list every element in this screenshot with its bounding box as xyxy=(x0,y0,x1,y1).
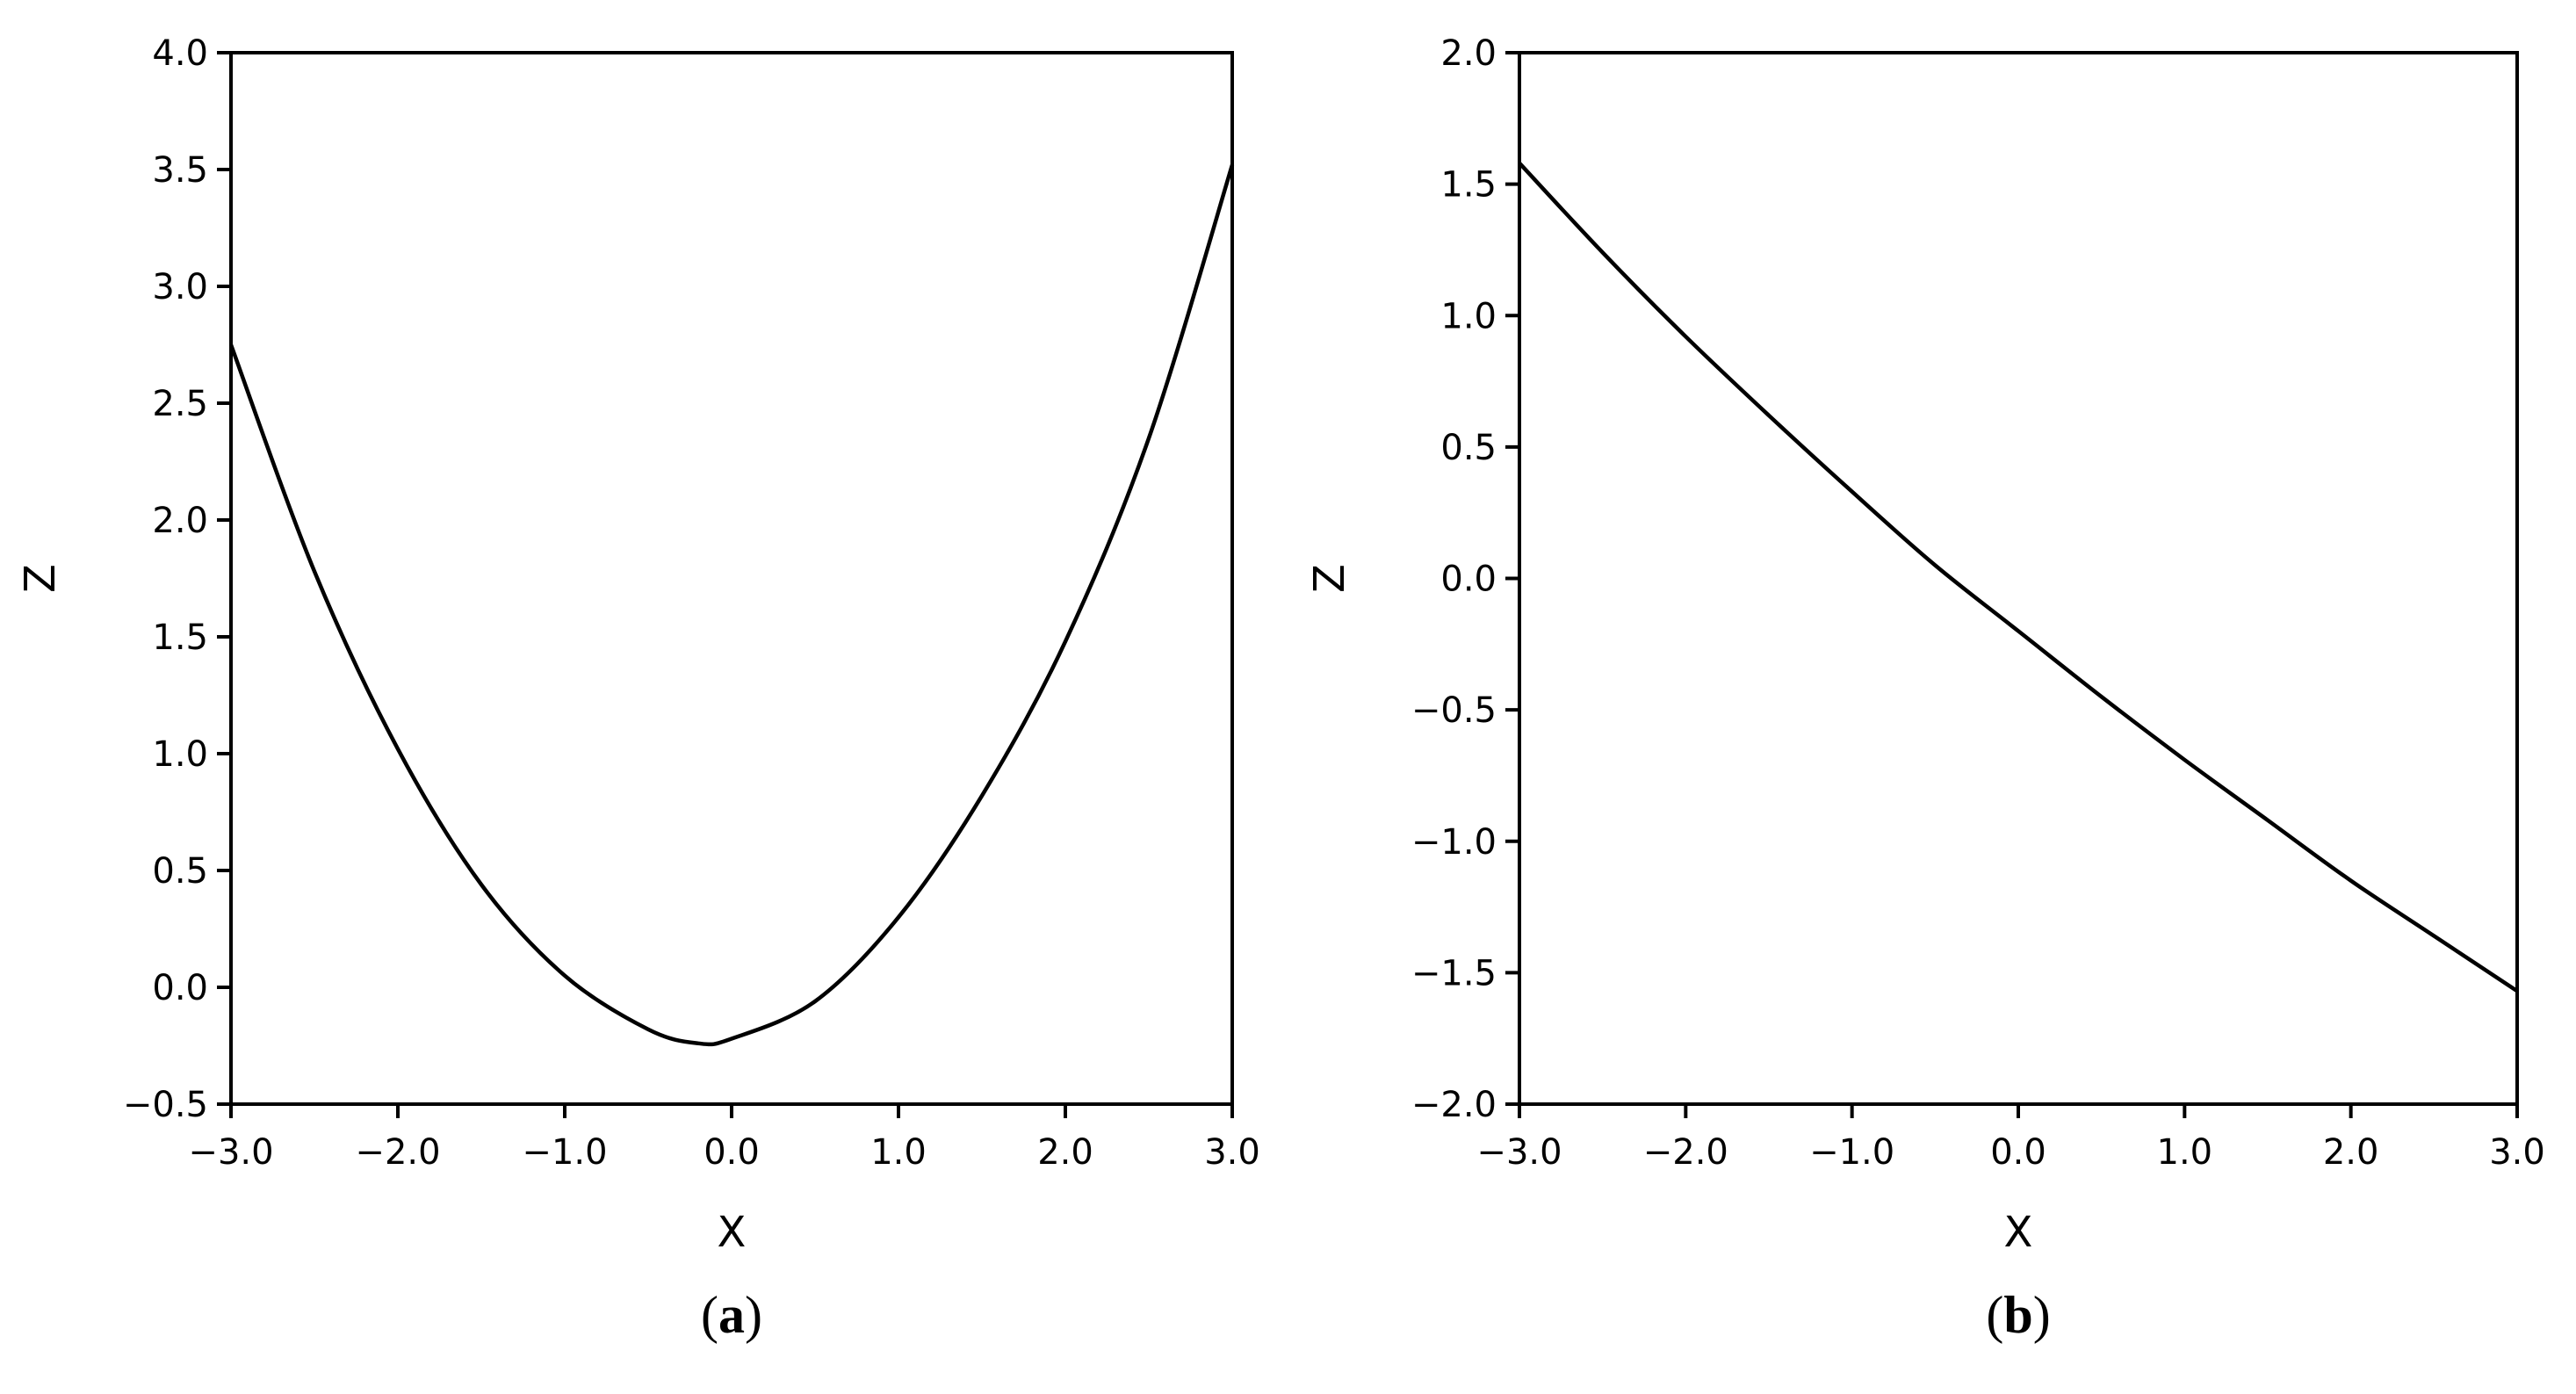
panel-label: (a) xyxy=(701,1286,762,1344)
y-tick-label: 0.5 xyxy=(1440,428,1497,468)
x-tick-label: −3.0 xyxy=(188,1132,273,1173)
y-tick-label: 1.0 xyxy=(152,734,208,775)
x-tick-label: 1.0 xyxy=(2157,1132,2213,1173)
plot-frame xyxy=(1518,51,2519,1106)
y-axis-title: Z xyxy=(16,564,65,593)
x-tick-label: −1.0 xyxy=(1809,1132,1894,1173)
y-tick-label: 0.0 xyxy=(1440,560,1497,600)
y-tick-label: 2.5 xyxy=(152,384,208,424)
y-tick-label: 3.0 xyxy=(152,267,208,307)
x-tick-label: 0.0 xyxy=(1990,1132,2046,1173)
y-tick-label: 2.0 xyxy=(1440,33,1497,74)
x-tick-label: 2.0 xyxy=(1037,1132,1093,1173)
y-tick-label: −0.5 xyxy=(123,1085,208,1125)
y-tick-label: 0.5 xyxy=(152,851,208,892)
panel-b: −3.0 −2.0 −1.0 0.0 1.0 2.0 3.0 −2.0 −1.5 −1.0 −0.5… xyxy=(1305,33,2545,1344)
y-tick-label: 4.0 xyxy=(152,33,208,74)
y-axis-title: Z xyxy=(1305,564,1354,593)
x-tick-label: 3.0 xyxy=(1204,1132,1260,1173)
y-tick-label: −1.0 xyxy=(1411,822,1497,863)
panel-a: −3.0 −2.0 −1.0 0.0 1.0 2.0 3.0 −0.5 0.0 0.5 1.0 1.5… xyxy=(16,33,1260,1344)
x-axis-title: X xyxy=(2004,1208,2033,1257)
x-tick-label: −2.0 xyxy=(1643,1132,1728,1173)
series-line xyxy=(228,164,1235,1047)
x-tick-label: 2.0 xyxy=(2323,1132,2379,1173)
y-tick-label: 1.0 xyxy=(1440,296,1497,336)
x-tick-label: 1.0 xyxy=(870,1132,927,1173)
y-tick-label: −0.5 xyxy=(1411,690,1497,731)
x-tick-label: 0.0 xyxy=(704,1132,760,1173)
panel-letter: b xyxy=(2003,1286,2032,1344)
x-tick-label: 3.0 xyxy=(2489,1132,2545,1173)
panel-label: (b) xyxy=(1986,1286,2050,1344)
y-tick-label: −1.5 xyxy=(1411,953,1497,993)
x-tick-label: −3.0 xyxy=(1476,1132,1562,1173)
y-tick-label: 2.0 xyxy=(152,501,208,541)
y-tick-label: 0.0 xyxy=(152,968,208,1008)
x-tick-label: −2.0 xyxy=(355,1132,440,1173)
y-tick-label: 3.5 xyxy=(152,150,208,191)
x-axis-title: X xyxy=(718,1208,747,1257)
y-tick-label: 1.5 xyxy=(152,618,208,658)
panel-letter: a xyxy=(718,1286,745,1344)
x-tick-label: −1.0 xyxy=(522,1132,607,1173)
y-tick-label: −2.0 xyxy=(1411,1085,1497,1125)
plot-frame xyxy=(229,51,1234,1106)
y-tick-label: 1.5 xyxy=(1440,165,1497,206)
series-line xyxy=(1518,162,2519,993)
